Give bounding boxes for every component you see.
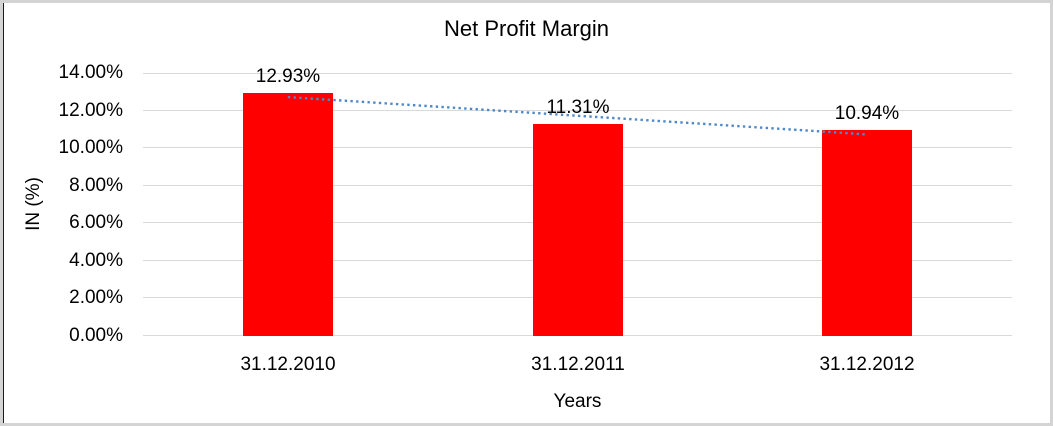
bar-31.12.2011 — [533, 124, 623, 336]
y-tick-label: 10.00% — [58, 137, 123, 158]
y-tick-label: 14.00% — [58, 62, 123, 83]
gridline — [143, 110, 1012, 111]
bar-data-label: 10.94% — [834, 103, 900, 124]
y-axis-tick-labels: 0.00% 2.00% 4.00% 6.00% 8.00% 10.00% 12.00% 14.… — [0, 0, 123, 426]
trendline — [287, 95, 868, 136]
y-tick-label: 12.00% — [58, 100, 123, 121]
bar-31.12.2012 — [822, 130, 912, 336]
bar-data-label: 11.31% — [546, 97, 610, 118]
x-category-label: 31.12.2011 — [531, 354, 625, 375]
x-category-label: 31.12.2010 — [240, 354, 336, 375]
bar-data-label: 12.93% — [255, 66, 321, 87]
y-tick-label: 2.00% — [69, 287, 123, 308]
chart-title: Net Profit Margin — [443, 16, 610, 41]
x-category-label: 31.12.2012 — [819, 354, 915, 375]
gridline — [143, 73, 1012, 74]
x-axis-category-labels: 31.12.2010 31.12.2011 31.12.2012 — [143, 354, 1012, 376]
y-tick-label: 0.00% — [69, 325, 123, 346]
plot-area: 12.93% 11.31% 10.94% — [143, 66, 1012, 336]
trendline-layer — [287, 95, 868, 136]
frame-left-edge — [2, 3, 4, 423]
y-tick-label: 4.00% — [69, 250, 123, 271]
y-tick-label: 8.00% — [69, 175, 123, 196]
y-tick-label: 6.00% — [69, 212, 123, 233]
x-axis-title: Years — [553, 391, 602, 412]
bar-31.12.2010 — [243, 93, 333, 336]
